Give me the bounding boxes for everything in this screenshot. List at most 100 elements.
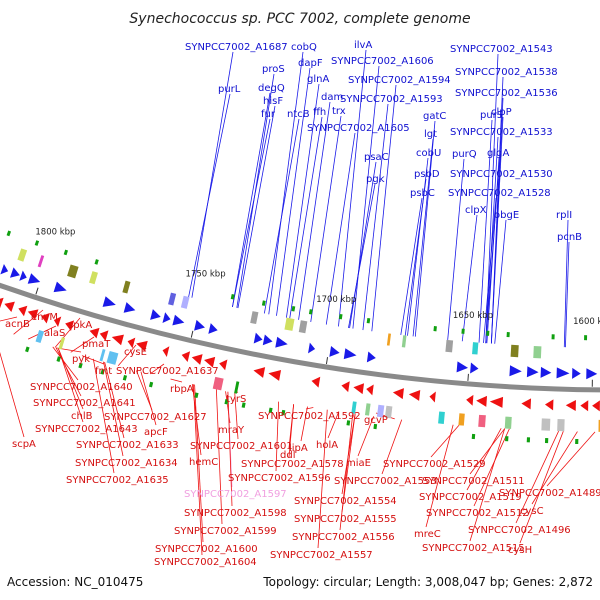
feature-dot: [575, 438, 579, 445]
gene-label[interactable]: gcvP: [364, 415, 388, 426]
feature-dot: [471, 433, 476, 440]
gene-label[interactable]: SYNPCC7002_A1597: [184, 489, 287, 500]
gene-label[interactable]: SYNPCC7002_A1687: [185, 42, 288, 53]
gene-label[interactable]: SYNPCC7002_A1530: [450, 169, 553, 180]
gene-label[interactable]: SYNPCC7002_A1555: [294, 514, 397, 525]
gene-label[interactable]: SYNPCC7002_A1592: [258, 411, 361, 422]
gene-label[interactable]: cysE: [124, 347, 147, 358]
gene-label[interactable]: SYNPCC7002_A1489: [499, 488, 600, 499]
gene-label[interactable]: fmt: [95, 366, 112, 377]
feature-dot: [373, 423, 378, 430]
gene-label[interactable]: SYNPCC7002_A1606: [331, 56, 434, 67]
gene-label[interactable]: envM: [31, 312, 58, 323]
gene-label[interactable]: rbpA: [170, 384, 194, 395]
gene-label[interactable]: SYNPCC7002_A1515: [422, 543, 525, 554]
gene-label[interactable]: hisF: [263, 96, 283, 107]
gene-label[interactable]: psbD: [414, 169, 440, 180]
gene-label[interactable]: SYNPCC7002_A1633: [76, 440, 179, 451]
gene-label[interactable]: degQ: [258, 83, 285, 94]
gene-label[interactable]: cobU: [416, 148, 441, 159]
gene-label[interactable]: dapF: [298, 58, 323, 69]
gene-label[interactable]: mraY: [218, 425, 245, 436]
gene-label[interactable]: ffh: [313, 107, 326, 118]
gene-label[interactable]: proS: [262, 64, 285, 75]
gene-label[interactable]: trx: [332, 106, 346, 117]
cog-block: [384, 405, 393, 419]
gene-label[interactable]: pmaT: [82, 339, 111, 350]
gene-label[interactable]: acnB: [5, 319, 30, 330]
gene-label[interactable]: ntcB: [287, 109, 310, 120]
gene-label[interactable]: glgA: [487, 148, 509, 159]
gene-label[interactable]: chlB: [71, 411, 93, 422]
gene-label[interactable]: lipA: [289, 443, 308, 454]
gene-label[interactable]: pcnB: [557, 232, 582, 243]
gene-label[interactable]: SYNPCC7002_A1637: [116, 366, 219, 377]
gene-label[interactable]: SYNPCC7002_A1599: [174, 526, 277, 537]
gene-label[interactable]: SYNPCC7002_A1635: [66, 475, 169, 486]
gene-label[interactable]: SYNPCC7002_A1543: [450, 44, 553, 55]
gene-label[interactable]: clpP: [491, 107, 512, 118]
gene-label[interactable]: SYNPCC7002_A1553: [334, 476, 437, 487]
gene-label[interactable]: purL: [218, 84, 241, 95]
gene-label[interactable]: SYNPCC7002_A1601: [190, 441, 293, 452]
gene-label[interactable]: SYNPCC7002_A1634: [75, 458, 178, 469]
gene-label[interactable]: SYNPCC7002_A1627: [104, 412, 207, 423]
gene-label[interactable]: SYNPCC7002_A1640: [30, 382, 133, 393]
gene-label[interactable]: SYNPCC7002_A1496: [468, 525, 571, 536]
gene-label[interactable]: cysH: [508, 545, 532, 556]
gene-label[interactable]: cobQ: [291, 42, 317, 53]
gene-label[interactable]: pyk: [72, 354, 90, 365]
gene-label[interactable]: ilvA: [354, 40, 372, 51]
feature-dot: [56, 356, 61, 362]
gene-label[interactable]: spkA: [68, 320, 92, 331]
gene-label[interactable]: SYNPCC7002_A1593: [340, 94, 443, 105]
gene-label[interactable]: ddl: [280, 450, 295, 461]
gene-label[interactable]: psaC: [364, 152, 389, 163]
gene-label[interactable]: SYNPCC7002_A1596: [228, 473, 331, 484]
gene-label[interactable]: SYNPCC7002_A1528: [448, 188, 551, 199]
gene-label[interactable]: SYNPCC7002_A1643: [35, 424, 138, 435]
gene-label[interactable]: glnA: [307, 74, 329, 85]
gene-label[interactable]: obgE: [494, 210, 519, 221]
leader-line: [194, 384, 204, 543]
gene-label[interactable]: dam: [321, 92, 343, 103]
gene-label[interactable]: SYNPCC7002_A1600: [155, 544, 258, 555]
gene-label[interactable]: rplI: [556, 210, 572, 221]
gene-label[interactable]: SYNPCC7002_A1598: [184, 508, 287, 519]
gene-label[interactable]: fur: [261, 109, 276, 120]
gene-label[interactable]: scpA: [12, 439, 36, 450]
gene-label[interactable]: lgt: [424, 129, 437, 140]
gene-label[interactable]: pgk: [366, 174, 385, 185]
gene-label[interactable]: SYNPCC7002_A1538: [455, 67, 558, 78]
gene-label[interactable]: SYNPCC7002_A1536: [455, 88, 558, 99]
gene-label[interactable]: SYNPCC7002_A1578: [241, 459, 344, 470]
gene-label[interactable]: tyrS: [226, 394, 246, 405]
gene-label[interactable]: SYNPCC7002_A1641: [33, 398, 136, 409]
gene-label[interactable]: SYNPCC7002_A1556: [292, 532, 395, 543]
gene-label[interactable]: SYNPCC7002_A1604: [154, 557, 257, 568]
gene-label[interactable]: SYNPCC7002_A1529: [383, 459, 486, 470]
gene-label[interactable]: miaE: [346, 458, 371, 469]
reverse-gene-arrow: [521, 398, 532, 410]
gene-label[interactable]: purS: [480, 110, 503, 121]
gene-label[interactable]: SYNPCC7002_A1605: [307, 123, 410, 134]
gene-label[interactable]: hemC: [189, 457, 218, 468]
leader-line: [103, 361, 124, 457]
gene-label[interactable]: SYNPCC7002_A1557: [270, 550, 373, 561]
gene-label[interactable]: SYNPCC7002_A1594: [348, 75, 451, 86]
gene-label[interactable]: psbC: [410, 188, 435, 199]
gene-label[interactable]: gatC: [423, 111, 446, 122]
gene-label[interactable]: clpX: [465, 205, 487, 216]
gene-label[interactable]: SYNPCC7002_A1512: [426, 508, 529, 519]
gene-label[interactable]: SYNPCC7002_A1554: [294, 496, 397, 507]
gene-label[interactable]: apcF: [144, 427, 168, 438]
gene-label[interactable]: SYNPCC7002_A1511: [422, 476, 525, 487]
gene-label[interactable]: SYNPCC7002_A1533: [450, 127, 553, 138]
gene-label[interactable]: holA: [316, 440, 338, 451]
gene-label[interactable]: alaS: [44, 328, 65, 339]
gene-label[interactable]: mreC: [414, 529, 441, 540]
gene-label[interactable]: cysC: [520, 506, 544, 517]
gene-label[interactable]: purQ: [452, 149, 477, 160]
gene-label[interactable]: SYNPCC7002_A1519: [419, 492, 522, 503]
